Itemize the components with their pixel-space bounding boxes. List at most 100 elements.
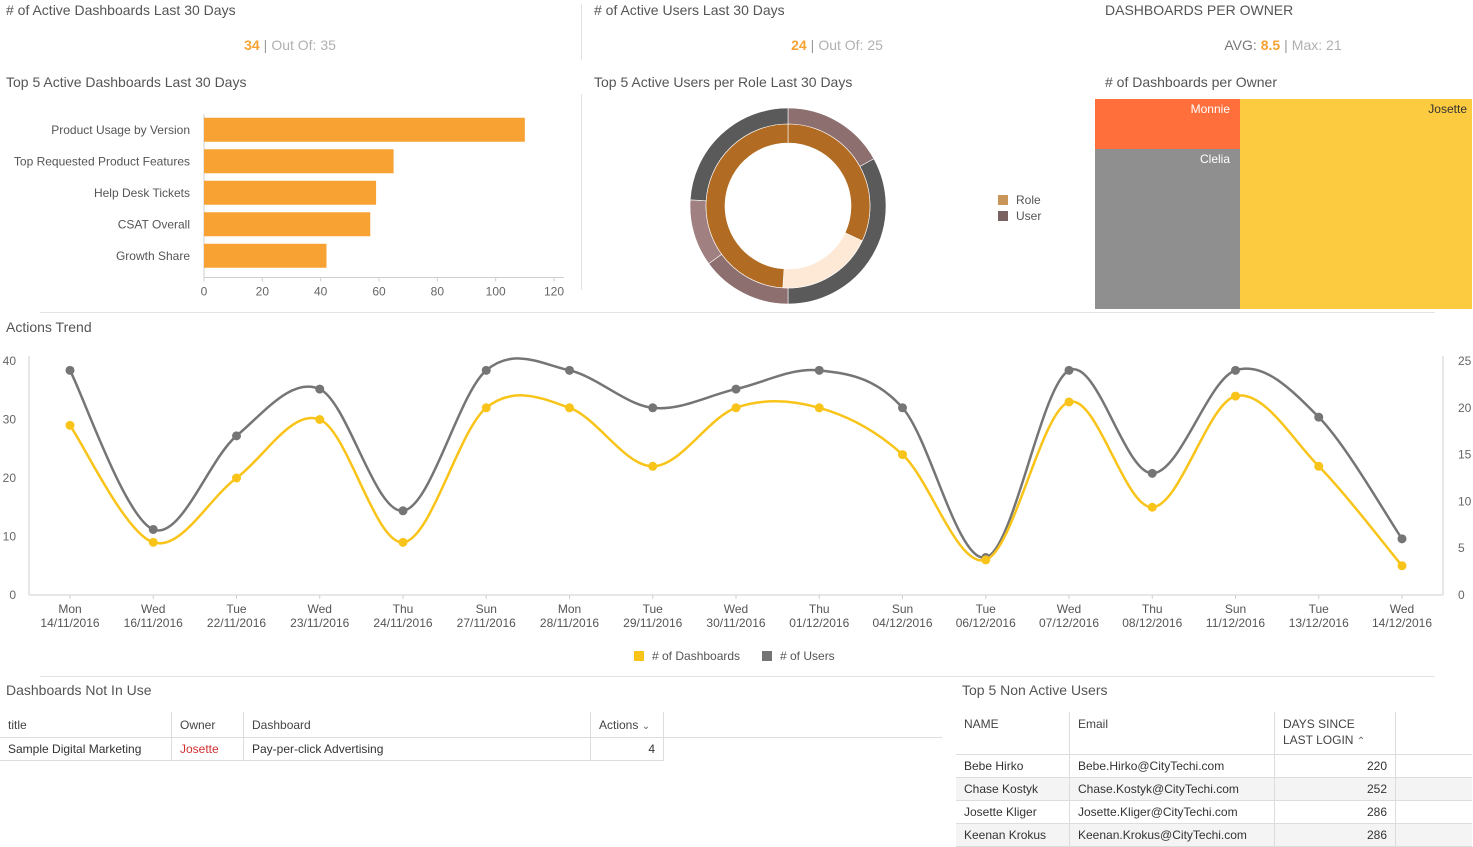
x-tick-label-day: Wed xyxy=(308,602,332,616)
kpi-separator: | xyxy=(263,37,268,53)
y-left-tick-label: 30 xyxy=(3,413,17,427)
x-tick-label-date: 24/11/2016 xyxy=(373,616,432,630)
donut-chart xyxy=(689,107,887,305)
x-tick-label: 0 xyxy=(201,285,208,299)
x-tick-label-day: Thu xyxy=(809,602,830,616)
x-tick-label: 80 xyxy=(431,285,445,299)
legend-item-role[interactable]: Role xyxy=(998,193,1041,207)
x-tick-label-date: 06/12/2016 xyxy=(956,616,1016,630)
cell-name: Chase Kostyk xyxy=(956,777,1070,801)
not-in-use-title: Dashboards Not In Use xyxy=(6,682,152,698)
x-tick-label-date: 07/12/2016 xyxy=(1039,616,1099,630)
cell-empty xyxy=(1395,800,1472,824)
legend-item-users[interactable]: # of Users xyxy=(762,649,835,663)
x-tick-label-day: Mon xyxy=(58,602,81,616)
table-row[interactable]: Bebe Hirko Bebe.Hirko@CityTechi.com 220 xyxy=(956,754,1472,778)
data-point xyxy=(814,365,824,375)
x-tick-label: 100 xyxy=(486,285,506,299)
x-tick-label-day: Tue xyxy=(643,602,664,616)
bar xyxy=(204,243,327,268)
x-tick-label-day: Tue xyxy=(1309,602,1330,616)
data-point xyxy=(1147,502,1157,512)
x-tick-label: 120 xyxy=(544,285,564,299)
cell-email: Keenan.Krokus@CityTechi.com xyxy=(1069,823,1275,847)
x-tick-label-day: Sun xyxy=(1225,602,1246,616)
data-point xyxy=(148,524,158,534)
treemap-cell-josette[interactable]: Josette xyxy=(1240,99,1472,309)
data-point xyxy=(1147,468,1157,478)
data-point xyxy=(1314,412,1324,422)
kpi-value: 34 xyxy=(244,37,260,53)
data-point xyxy=(981,555,991,565)
kpi-per-owner-title: DASHBOARDS PER OWNER xyxy=(1105,2,1294,18)
data-point xyxy=(315,384,325,394)
y-right-tick-label: 5 xyxy=(1458,541,1465,555)
category-label: Top Requested Product Features xyxy=(14,154,190,168)
donut-slice xyxy=(705,123,789,289)
series-line xyxy=(68,357,1404,559)
x-tick-label-date: 08/12/2016 xyxy=(1122,616,1182,630)
y-right-tick-label: 15 xyxy=(1458,448,1472,462)
chevron-down-icon[interactable]: ⌄ xyxy=(641,720,651,732)
cell-email: Bebe.Hirko@CityTechi.com xyxy=(1069,754,1275,778)
donut-chart-title: Top 5 Active Users per Role Last 30 Days xyxy=(594,74,853,90)
column-header-empty xyxy=(1395,712,1472,755)
column-header-name[interactable]: NAME xyxy=(956,712,1070,755)
column-header-email[interactable]: Email xyxy=(1069,712,1275,755)
column-header-dashboard[interactable]: Dashboard xyxy=(243,712,591,738)
y-left-tick-label: 40 xyxy=(3,354,17,368)
x-tick-label-day: Wed xyxy=(1057,602,1081,616)
y-left-tick-label: 20 xyxy=(3,471,17,485)
table-row[interactable]: Sample Digital Marketing Josette Pay-per… xyxy=(0,737,942,761)
cell-owner[interactable]: Josette xyxy=(171,737,244,761)
kpi-active-users-value: 24 | Out Of: 25 xyxy=(582,37,1092,53)
data-point xyxy=(565,365,574,375)
cell-actions: 4 xyxy=(590,737,664,761)
data-point xyxy=(1064,365,1074,375)
cell-name: Josette Kliger xyxy=(956,800,1070,824)
kpi-avg-label: AVG: xyxy=(1224,37,1257,53)
treemap-cell-monnie[interactable]: Monnie xyxy=(1095,99,1240,149)
y-left-tick-label: 10 xyxy=(3,530,17,544)
legend-item-user[interactable]: User xyxy=(998,209,1041,223)
treemap-cell-clelia[interactable]: Clelia xyxy=(1095,149,1240,309)
x-tick-label-date: 13/12/2016 xyxy=(1289,616,1349,630)
x-tick-label-day: Sun xyxy=(892,602,913,616)
column-header-days[interactable]: DAYS SINCE LAST LOGIN ⌃ xyxy=(1274,712,1396,755)
cell-email: Josette.Kliger@CityTechi.com xyxy=(1069,800,1275,824)
data-point xyxy=(898,450,907,460)
data-point xyxy=(65,365,75,375)
x-tick-label-day: Tue xyxy=(226,602,247,616)
x-tick-label-day: Thu xyxy=(1142,602,1163,616)
x-tick-label-day: Mon xyxy=(558,602,581,616)
y-left-tick-label: 0 xyxy=(9,588,16,602)
chevron-up-icon[interactable]: ⌃ xyxy=(1356,736,1366,747)
data-point xyxy=(232,431,241,441)
kpi-active-dashboards-value: 34 | Out Of: 35 xyxy=(0,37,580,53)
y-right-tick-label: 0 xyxy=(1458,588,1465,602)
data-point xyxy=(65,420,75,430)
cell-email: Chase.Kostyk@CityTechi.com xyxy=(1069,777,1275,801)
kpi-total: 35 xyxy=(320,37,336,53)
column-header-title[interactable]: title xyxy=(0,712,172,738)
data-point xyxy=(398,537,408,547)
data-point xyxy=(1397,561,1407,571)
data-point xyxy=(731,384,741,394)
table-row[interactable]: Josette Kliger Josette.Kliger@CityTechi.… xyxy=(956,800,1472,824)
non-active-users-title: Top 5 Non Active Users xyxy=(962,682,1108,698)
y-right-tick-label: 10 xyxy=(1458,494,1472,508)
column-header-owner[interactable]: Owner xyxy=(171,712,244,738)
data-point xyxy=(648,403,658,413)
x-tick-label-date: 27/11/2016 xyxy=(457,616,516,630)
x-tick-label-date: 28/11/2016 xyxy=(540,616,599,630)
x-tick-label-date: 14/12/2016 xyxy=(1372,616,1432,630)
data-point xyxy=(481,403,491,413)
column-header-actions[interactable]: Actions ⌄ xyxy=(590,712,664,738)
cell-days: 286 xyxy=(1274,800,1396,824)
cell-days: 286 xyxy=(1274,823,1396,847)
x-tick-label: 60 xyxy=(372,285,386,299)
legend-item-dashboards[interactable]: # of Dashboards xyxy=(634,649,740,663)
kpi-value: 24 xyxy=(791,37,807,53)
table-row[interactable]: Keenan Krokus Keenan.Krokus@CityTechi.co… xyxy=(956,823,1472,847)
table-row[interactable]: Chase Kostyk Chase.Kostyk@CityTechi.com … xyxy=(956,777,1472,801)
